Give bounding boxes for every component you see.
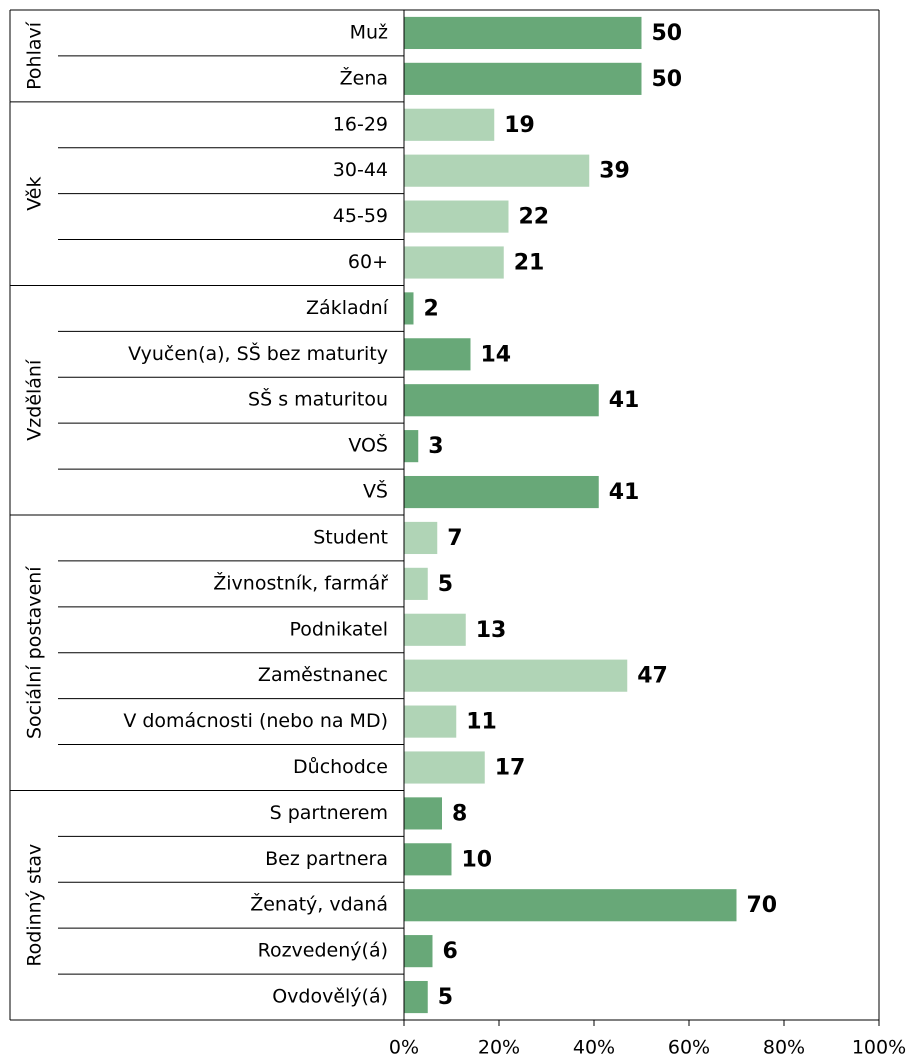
bar: [404, 935, 433, 968]
category-label: Důchodce: [293, 756, 388, 778]
value-label: 10: [462, 847, 493, 872]
bar: [404, 108, 495, 141]
category-label: 60+: [348, 251, 388, 273]
bar: [404, 797, 442, 830]
category-label: Muž: [350, 21, 388, 43]
bar: [404, 246, 504, 279]
category-label: Podnikatel: [289, 618, 388, 640]
category-label: V domácnosti (nebo na MD): [123, 710, 388, 732]
category-label: 45-59: [333, 205, 388, 227]
x-tick-label: 80%: [763, 1037, 805, 1059]
value-label: 19: [504, 113, 535, 138]
x-tick-label: 40%: [573, 1037, 615, 1059]
value-label: 13: [476, 618, 507, 643]
group-label: Pohlaví: [24, 21, 46, 90]
bar: [404, 521, 438, 555]
bar: [404, 16, 642, 50]
bar: [404, 292, 414, 325]
bar: [404, 751, 485, 784]
category-label: Vyučen(a), SŠ bez maturity: [128, 341, 388, 365]
category-label: Student: [313, 526, 388, 548]
category-label: 16-29: [333, 113, 388, 135]
bar: [404, 613, 466, 646]
category-label: 30-44: [333, 159, 388, 181]
x-tick-label: 60%: [668, 1037, 710, 1059]
bar: [404, 62, 642, 95]
value-label: 41: [609, 388, 640, 413]
value-label: 50: [652, 21, 683, 46]
group-label: Vzdělání: [24, 359, 46, 441]
bar: [404, 980, 428, 1014]
value-label: 70: [747, 893, 778, 918]
value-label: 21: [514, 251, 545, 276]
value-label: 22: [519, 205, 550, 230]
bar: [404, 200, 509, 233]
bar: [404, 154, 590, 187]
category-label: VOŠ: [348, 433, 388, 457]
category-label: S partnerem: [270, 802, 388, 824]
category-label: Ovdovělý(á): [272, 986, 388, 1008]
bar: [404, 843, 452, 876]
value-label: 47: [637, 664, 668, 689]
bar: [404, 475, 599, 509]
x-tick-label: 20%: [478, 1037, 520, 1059]
bar: [404, 889, 737, 922]
x-tick-label: 100%: [852, 1037, 906, 1059]
value-label: 6: [443, 939, 458, 964]
bar: [404, 430, 419, 463]
bar: [404, 384, 599, 417]
category-label: Zaměstnanec: [258, 664, 388, 686]
category-label: Rozvedený(á): [258, 940, 388, 962]
category-label: SŠ s maturitou: [248, 387, 388, 411]
group-label: Sociální postavení: [24, 566, 46, 739]
bar: [404, 567, 428, 600]
value-label: 7: [447, 526, 462, 551]
category-label: Základní: [306, 297, 389, 319]
group-label: Věk: [24, 177, 46, 211]
x-tick-label: 0%: [389, 1037, 419, 1059]
bar: [404, 338, 471, 371]
value-label: 5: [438, 985, 453, 1010]
value-label: 14: [481, 342, 512, 367]
bar: [404, 659, 628, 692]
bar: [404, 705, 457, 738]
value-label: 11: [466, 710, 497, 735]
value-label: 50: [652, 67, 683, 92]
value-label: 2: [424, 296, 439, 321]
category-label: VŠ: [363, 479, 388, 503]
category-label: Živnostník, farmář: [213, 571, 388, 594]
value-label: 3: [428, 434, 443, 459]
value-label: 39: [599, 159, 630, 184]
value-label: 41: [609, 480, 640, 505]
category-label: Ženatý, vdaná: [250, 893, 388, 916]
value-label: 5: [438, 572, 453, 597]
group-label: Rodinný stav: [24, 844, 46, 967]
value-label: 17: [495, 756, 526, 781]
value-label: 8: [452, 801, 467, 826]
category-label: Žena: [340, 66, 388, 89]
category-label: Bez partnera: [265, 848, 388, 870]
